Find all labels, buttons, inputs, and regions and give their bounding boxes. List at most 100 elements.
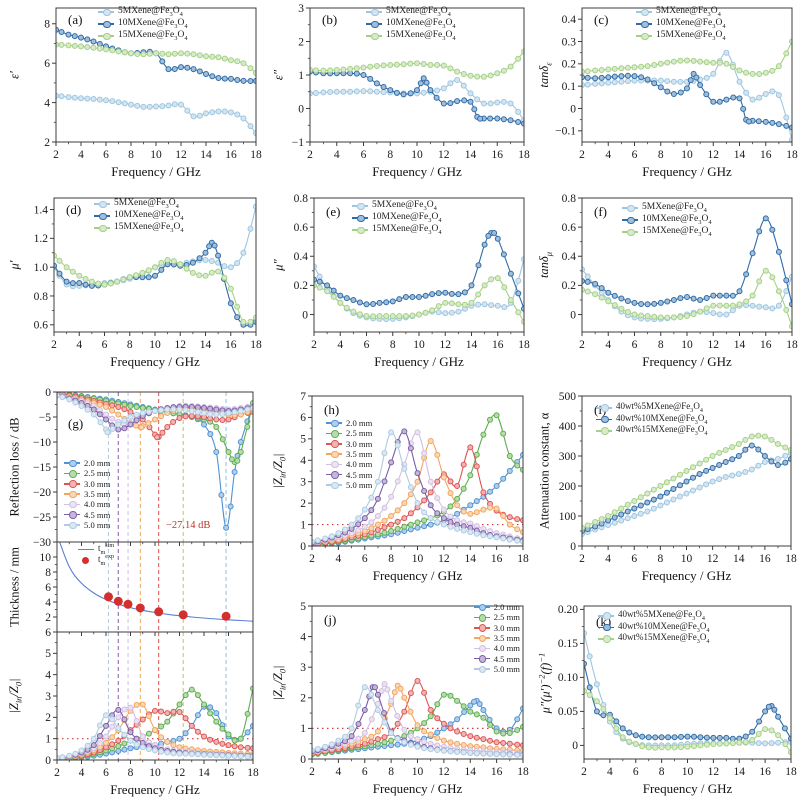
svg-text:−0.1: −0.1 bbox=[555, 126, 576, 138]
svg-text:12: 12 bbox=[708, 766, 720, 778]
svg-text:2: 2 bbox=[45, 612, 51, 624]
legend-label: 40wt%5MXene@Fe3O4 bbox=[616, 401, 703, 415]
chart-canvas-d: 2 4 6 8 10 12 14 16 18 0.6 0.8 1.0 1.2 1.4 bbox=[34, 197, 262, 351]
svg-text:8: 8 bbox=[390, 339, 396, 351]
svg-text:0: 0 bbox=[570, 103, 576, 115]
legend-label: 2.5 mm bbox=[493, 612, 520, 623]
svg-text:8: 8 bbox=[659, 766, 665, 778]
legend-entry: 15MXene@Fe3O4 bbox=[352, 224, 442, 236]
legend-entry: 15MXene@Fe3O4 bbox=[366, 30, 456, 42]
svg-text:12: 12 bbox=[438, 149, 450, 161]
svg-text:0.15: 0.15 bbox=[558, 638, 578, 650]
panel-c: 2 4 6 8 10 12 14 16 18 −0.1 0 0.1 0.2 0.3 0.4 (c) Freque… bbox=[532, 0, 800, 186]
svg-text:0.05: 0.05 bbox=[558, 706, 578, 718]
ball-marker-icon bbox=[622, 228, 638, 237]
svg-text:14: 14 bbox=[200, 339, 212, 351]
ball-marker-icon bbox=[64, 500, 80, 509]
svg-text:4: 4 bbox=[44, 97, 50, 109]
svg-text:2: 2 bbox=[300, 693, 306, 705]
panel-label-b: (b) bbox=[322, 12, 338, 27]
svg-text:12: 12 bbox=[707, 553, 719, 565]
svg-text:8: 8 bbox=[388, 553, 394, 565]
legend-label: 4.0 mm bbox=[346, 459, 373, 470]
svg-text:0: 0 bbox=[302, 309, 308, 321]
ball-marker-icon bbox=[94, 200, 110, 209]
legend-entry: 10MXene@Fe3O4 bbox=[366, 18, 456, 30]
svg-text:14: 14 bbox=[200, 149, 212, 161]
svg-text:8: 8 bbox=[388, 766, 394, 778]
svg-text:16: 16 bbox=[492, 339, 504, 351]
svg-text:14: 14 bbox=[734, 766, 746, 778]
svg-text:7: 7 bbox=[300, 391, 306, 403]
ball-marker-icon bbox=[473, 613, 490, 622]
legend-label: 5.0 mm bbox=[346, 479, 373, 490]
svg-text:−1: −1 bbox=[292, 137, 304, 149]
legend-label: 10MXene@Fe3O4 bbox=[386, 18, 456, 30]
annotation: −27.14 dB bbox=[166, 520, 211, 531]
svg-text:3: 3 bbox=[45, 691, 51, 703]
legend-label: 15MXene@Fe3O4 bbox=[386, 30, 456, 42]
ball-marker-icon bbox=[64, 490, 80, 499]
legend-label: 5MXene@Fe3O4 bbox=[642, 202, 707, 214]
legend-entry: 5MXene@Fe3O4 bbox=[98, 6, 188, 18]
legend-entry: 40wt%10MXene@Fe3O4 bbox=[598, 620, 710, 634]
svg-text:18: 18 bbox=[786, 149, 798, 161]
legend-entry: 5MXene@Fe3O4 bbox=[636, 6, 726, 18]
svg-text:1: 1 bbox=[45, 733, 51, 745]
ball-marker-icon bbox=[473, 634, 490, 643]
svg-text:2: 2 bbox=[300, 498, 306, 510]
svg-text:4: 4 bbox=[334, 149, 340, 161]
panel-label-g1: (g) bbox=[68, 416, 84, 431]
svg-text:6: 6 bbox=[103, 767, 109, 779]
svg-text:14: 14 bbox=[198, 767, 210, 779]
svg-text:−30: −30 bbox=[33, 537, 51, 549]
y-axis-label-e: μ″ bbox=[271, 259, 286, 271]
svg-text:0.6: 0.6 bbox=[562, 222, 577, 234]
svg-text:12: 12 bbox=[708, 339, 720, 351]
ball-marker-icon bbox=[366, 32, 382, 41]
legend-entry: 3.5 mm bbox=[64, 489, 110, 499]
ball-marker-icon bbox=[636, 32, 652, 41]
svg-text:16: 16 bbox=[760, 149, 772, 161]
legend-entry: 2.0 mm bbox=[473, 602, 520, 612]
y-axis-label-g1: Reflection loss / dB bbox=[7, 417, 22, 517]
svg-text:4: 4 bbox=[607, 766, 613, 778]
ball-marker-icon bbox=[352, 214, 368, 223]
ball-marker-icon bbox=[64, 510, 80, 519]
svg-text:10: 10 bbox=[681, 339, 693, 351]
svg-text:18: 18 bbox=[518, 339, 530, 351]
x-axis-label-c: Frequency / GHz bbox=[642, 164, 732, 179]
legend-entry: 4.0 mm bbox=[64, 499, 110, 509]
svg-text:4: 4 bbox=[79, 767, 85, 779]
svg-text:2: 2 bbox=[579, 553, 585, 565]
panel-k: 2 4 6 8 10 12 14 16 18 0 0.05 0.10 0.15 0.20 (k) Freque… bbox=[532, 594, 800, 807]
legend-label: 10MXene@Fe3O4 bbox=[642, 214, 712, 226]
ball-marker-icon bbox=[598, 623, 614, 632]
svg-text:0.4: 0.4 bbox=[294, 251, 309, 263]
svg-text:8: 8 bbox=[44, 19, 50, 31]
svg-text:2: 2 bbox=[298, 36, 304, 48]
legend-label: 3.0 mm bbox=[346, 438, 373, 449]
y-axis-label-g3: |Zin/Z0| bbox=[6, 678, 24, 714]
legend-g2: tmsim tmexp bbox=[78, 543, 114, 567]
svg-text:6: 6 bbox=[362, 766, 368, 778]
svg-text:18: 18 bbox=[517, 766, 529, 778]
svg-text:0.2: 0.2 bbox=[294, 280, 309, 292]
svg-text:6: 6 bbox=[364, 339, 370, 351]
svg-text:0.3: 0.3 bbox=[562, 36, 577, 48]
ball-marker-icon bbox=[326, 450, 342, 459]
legend-entry: 40wt%10MXene@Fe3O4 bbox=[596, 413, 707, 426]
svg-text:−25: −25 bbox=[33, 512, 51, 524]
svg-text:5: 5 bbox=[300, 434, 306, 446]
legend-label: 5MXene@Fe3O4 bbox=[372, 200, 437, 212]
panel-d: 2 4 6 8 10 12 14 16 18 0.6 0.8 1.0 1.2 1.4 (d) Frequenc… bbox=[2, 188, 264, 378]
ball-marker-icon bbox=[596, 426, 612, 435]
svg-text:16: 16 bbox=[225, 339, 237, 351]
svg-text:8: 8 bbox=[128, 767, 134, 779]
svg-text:4: 4 bbox=[605, 553, 611, 565]
ball-marker-icon bbox=[473, 654, 490, 663]
legend-entry: 5MXene@Fe3O4 bbox=[622, 202, 712, 214]
legend-label: 40wt%10MXene@Fe3O4 bbox=[618, 620, 710, 634]
legend-label: 2.5 mm bbox=[346, 428, 373, 439]
